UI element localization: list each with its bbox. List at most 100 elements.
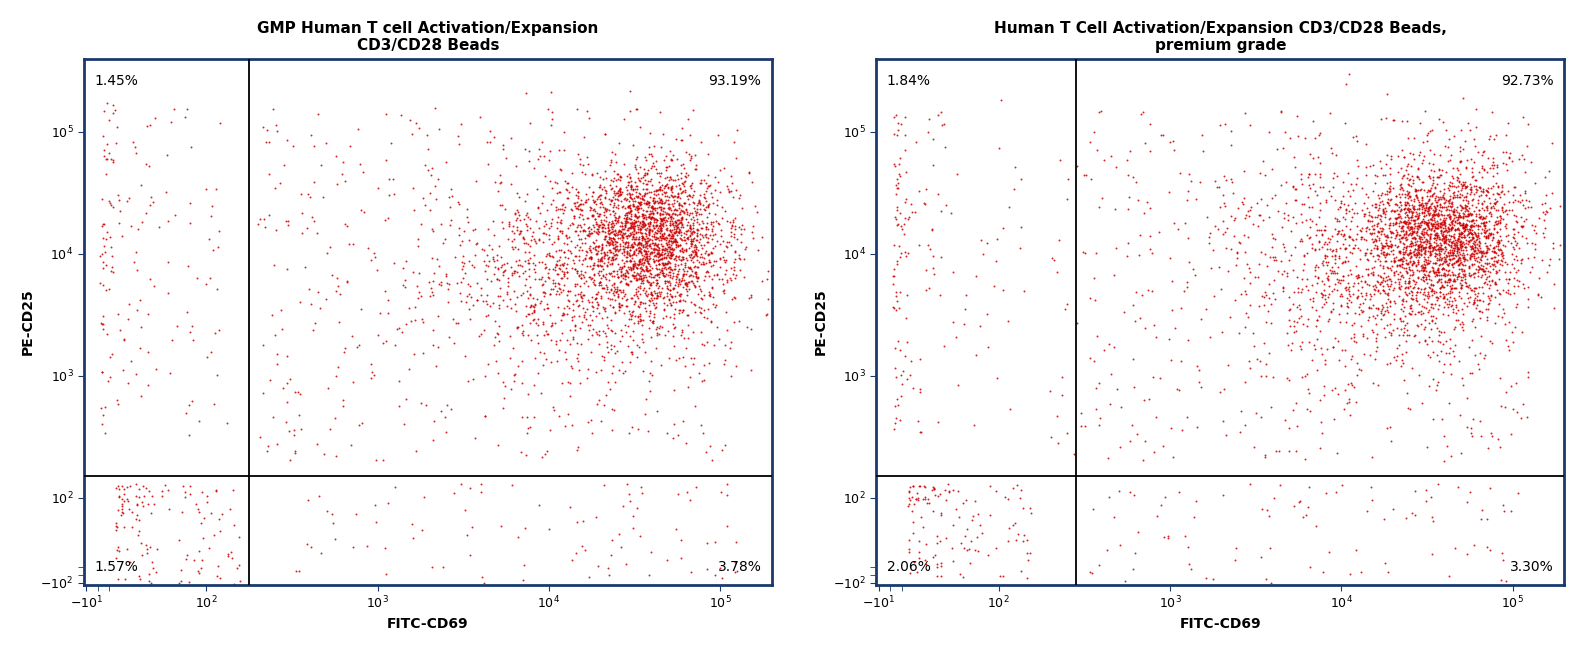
Point [656,239,682,249]
Point [1374,304,1400,315]
Point [442,338,468,349]
Point [707,239,732,250]
Point [609,271,634,281]
Point [991,223,1016,233]
Point [1430,253,1455,263]
Point [1360,310,1385,321]
Point [1333,317,1358,327]
Point [1369,243,1395,253]
Point [647,177,672,187]
Point [1433,243,1458,254]
Point [637,311,663,321]
Point [1322,213,1347,223]
Point [639,226,664,237]
Point [656,230,682,240]
Point [621,231,647,242]
Point [1452,274,1477,284]
Point [1344,155,1369,165]
Point [924,571,949,582]
Point [1422,149,1447,159]
Point [1368,256,1393,267]
Point [1335,301,1360,312]
Point [1439,205,1465,216]
Point [612,220,637,230]
Point [602,228,628,238]
Point [1447,239,1472,249]
Point [1439,301,1465,311]
Point [688,239,713,250]
Point [1409,273,1434,284]
Point [621,246,647,257]
Point [666,278,691,289]
Point [686,218,712,229]
Point [656,161,682,171]
Point [588,291,613,301]
Point [119,522,144,533]
Point [1501,209,1526,220]
Point [651,197,677,207]
Point [1338,190,1363,201]
Point [651,271,677,282]
Point [621,219,647,230]
Point [1335,298,1360,308]
Point [685,273,710,283]
Point [1374,112,1400,123]
Point [1463,174,1488,185]
Point [689,294,715,304]
Point [621,267,647,277]
Point [521,305,547,316]
Point [502,266,528,276]
Point [1482,318,1507,329]
Point [1276,215,1301,225]
Point [602,220,628,230]
Point [1446,181,1471,191]
Point [487,336,512,346]
Point [544,256,569,266]
Point [1490,252,1515,263]
Point [1157,334,1182,344]
Point [490,267,515,278]
Point [1262,234,1287,244]
Point [556,231,582,242]
Point [881,271,907,282]
Point [537,146,563,156]
Point [1336,282,1362,292]
Point [593,274,618,284]
Point [637,278,663,289]
Point [563,278,588,289]
Point [1355,192,1381,203]
Point [1425,231,1450,242]
Point [1208,387,1233,398]
Point [1419,302,1444,312]
Point [1423,209,1449,219]
Point [1525,289,1550,300]
Point [621,218,647,228]
Point [1298,293,1323,304]
Point [609,270,634,280]
Point [1387,197,1412,207]
Point [521,305,547,316]
Point [564,202,590,213]
Point [1373,256,1398,266]
Point [1089,106,1114,117]
Point [1357,160,1382,171]
Point [409,398,434,408]
Point [1369,190,1395,200]
Point [420,226,445,237]
Point [618,264,644,274]
Point [1130,454,1155,465]
Point [1438,233,1463,244]
Point [1257,348,1282,358]
Point [1411,302,1436,312]
Point [645,228,670,238]
Point [1487,441,1512,452]
Point [612,228,637,239]
Point [1412,283,1438,293]
Point [502,208,528,218]
Point [1509,150,1534,160]
Point [525,293,550,304]
Point [629,265,655,275]
Point [105,122,130,132]
Point [680,197,705,207]
Point [634,247,659,258]
